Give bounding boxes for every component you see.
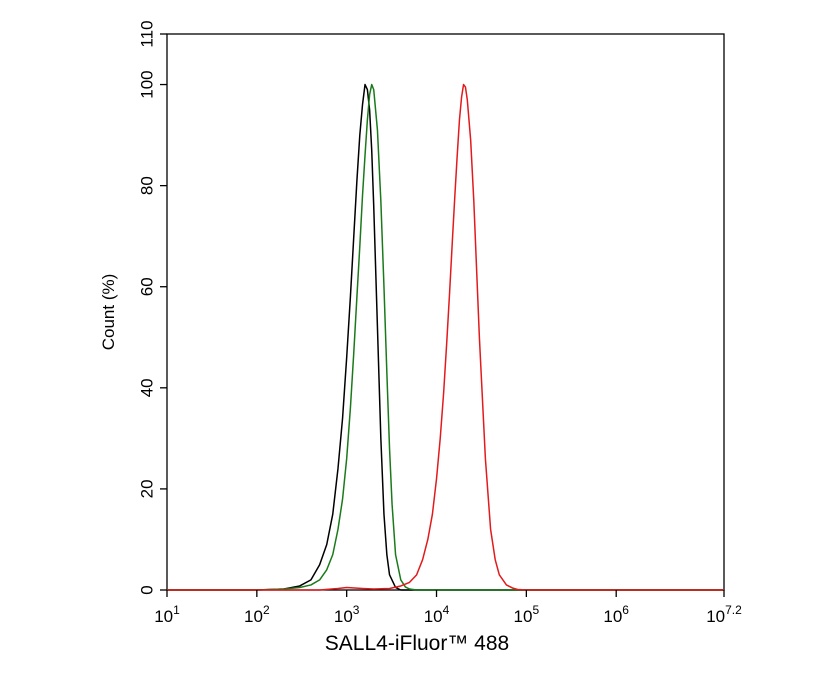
series-line-1 xyxy=(167,83,724,591)
x-tick-label: 104 xyxy=(424,603,450,626)
y-tick-label: 20 xyxy=(138,479,157,498)
y-tick-label: 100 xyxy=(138,70,157,98)
x-tick-exponent: 2 xyxy=(263,603,270,617)
x-tick-base: 10 xyxy=(334,607,353,626)
x-tick-exponent: 4 xyxy=(443,603,450,617)
x-tick-base: 10 xyxy=(244,607,263,626)
x-tick-label: 105 xyxy=(514,603,540,626)
y-tick-label: 110 xyxy=(138,20,157,47)
x-tick-base: 10 xyxy=(154,607,173,626)
x-tick-label: 103 xyxy=(334,603,360,626)
x-tick-label: 107.2 xyxy=(706,603,742,626)
y-axis-ticks: 0 20 40 60 80 100 110 xyxy=(138,20,167,595)
series-layer xyxy=(167,83,724,591)
y-axis-title: Count (%) xyxy=(99,274,118,351)
x-tick-exponent: 7.2 xyxy=(725,603,742,617)
y-tick-label: 0 xyxy=(138,585,157,594)
x-tick-base: 10 xyxy=(706,607,725,626)
y-tick-label: 40 xyxy=(138,378,157,397)
y-tick-label: 60 xyxy=(138,277,157,296)
x-axis-ticks: 101 102 103 104 105 106 107.2 xyxy=(154,590,742,626)
x-axis-title: SALL4-iFluor™ 488 xyxy=(325,632,509,655)
x-tick-exponent: 3 xyxy=(353,603,360,617)
x-tick-label: 106 xyxy=(603,603,629,626)
y-tick-label: 80 xyxy=(138,176,157,195)
x-tick-exponent: 6 xyxy=(622,603,629,617)
x-tick-base: 10 xyxy=(514,607,533,626)
x-tick-exponent: 1 xyxy=(173,603,180,617)
x-tick-label: 101 xyxy=(154,603,180,626)
series-line-2 xyxy=(167,83,724,591)
x-tick-exponent: 5 xyxy=(532,603,539,617)
plot-frame xyxy=(166,33,725,591)
x-tick-base: 10 xyxy=(603,607,622,626)
series-line-0 xyxy=(167,83,724,591)
x-tick-label: 102 xyxy=(244,603,270,626)
x-tick-base: 10 xyxy=(424,607,443,626)
